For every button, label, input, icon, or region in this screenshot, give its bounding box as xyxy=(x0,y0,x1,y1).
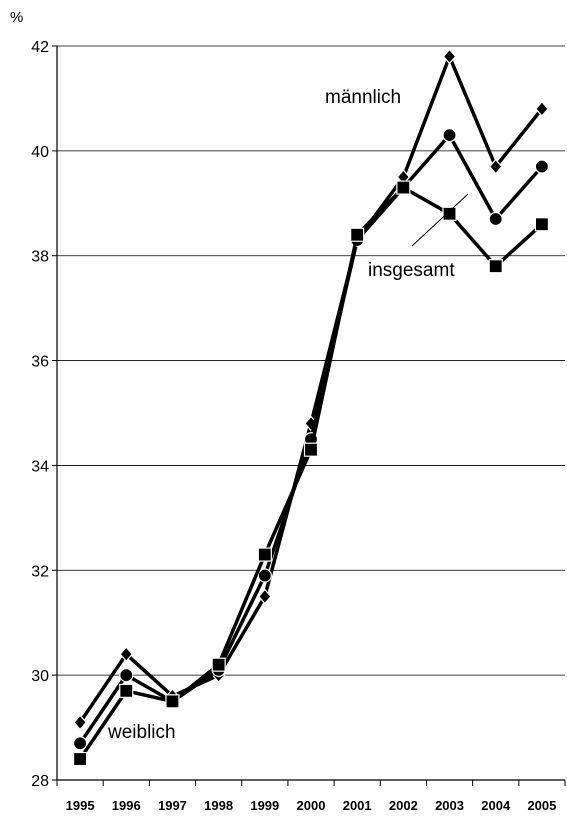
x-tick-labels: 1995 1996 1997 1998 1999 2000 2001 2002 2003 2004… xyxy=(66,798,557,813)
point-insgesamt-2004 xyxy=(488,259,503,274)
point-männlich-1999 xyxy=(258,588,272,605)
x-tick-2001: 2001 xyxy=(343,798,372,813)
point-insgesamt-2002 xyxy=(396,180,411,195)
axes xyxy=(52,45,566,786)
point-insgesamt-2003 xyxy=(442,206,457,221)
label-insgesamt-leader xyxy=(411,193,469,247)
label-insgesamt: insgesamt xyxy=(368,260,455,281)
y-tick-42: 42 xyxy=(31,39,49,56)
x-tick-1998: 1998 xyxy=(204,798,233,813)
point-männlich-1995 xyxy=(73,714,87,731)
point-weiblich-1995 xyxy=(72,736,88,751)
x-tick-1996: 1996 xyxy=(112,798,141,813)
series-weiblich xyxy=(72,128,550,751)
unit-label: % xyxy=(10,9,23,26)
y-tick-32: 32 xyxy=(31,563,49,580)
label-weiblich: weiblich xyxy=(107,722,176,743)
y-tick-40: 40 xyxy=(31,144,49,161)
point-insgesamt-1997 xyxy=(165,694,180,709)
series-insgesamt xyxy=(72,180,550,767)
point-weiblich-1999 xyxy=(257,568,272,583)
grid-lines xyxy=(57,45,565,676)
point-insgesamt-2001 xyxy=(350,227,365,242)
label-maennlich: männlich xyxy=(325,87,401,108)
point-männlich-2003 xyxy=(442,48,457,65)
x-tick-1997: 1997 xyxy=(158,798,187,813)
annotations: männlich weiblich insgesamt xyxy=(107,87,469,743)
x-tick-2002: 2002 xyxy=(389,798,418,813)
x-tick-1999: 1999 xyxy=(250,798,279,813)
point-männlich-2004 xyxy=(488,158,503,175)
point-weiblich-2005 xyxy=(534,159,550,174)
x-tick-2003: 2003 xyxy=(435,798,464,813)
x-tick-1995: 1995 xyxy=(66,798,95,813)
point-insgesamt-1999 xyxy=(257,547,272,562)
x-tick-2005: 2005 xyxy=(527,798,556,813)
y-tick-28: 28 xyxy=(31,773,49,790)
y-tick-34: 34 xyxy=(31,458,49,475)
point-insgesamt-1996 xyxy=(119,683,134,698)
x-tick-2004: 2004 xyxy=(481,798,511,813)
point-insgesamt-2005 xyxy=(534,217,550,232)
y-tick-30: 30 xyxy=(31,668,49,685)
point-weiblich-1996 xyxy=(119,668,134,683)
point-weiblich-2004 xyxy=(488,211,503,227)
point-männlich-2005 xyxy=(535,100,549,117)
point-insgesamt-2000 xyxy=(303,442,319,457)
point-insgesamt-1995 xyxy=(72,751,88,767)
x-tick-2000: 2000 xyxy=(297,798,326,813)
point-weiblich-2003 xyxy=(442,128,457,143)
series-männlich xyxy=(73,48,549,731)
y-tick-labels: 28 30 32 34 36 38 40 42 xyxy=(31,39,49,790)
series-group xyxy=(72,48,550,767)
point-männlich-1996 xyxy=(119,646,134,663)
y-tick-36: 36 xyxy=(31,354,49,371)
series-line-männlich xyxy=(78,54,544,724)
y-tick-38: 38 xyxy=(31,249,49,266)
point-insgesamt-1998 xyxy=(211,657,226,672)
